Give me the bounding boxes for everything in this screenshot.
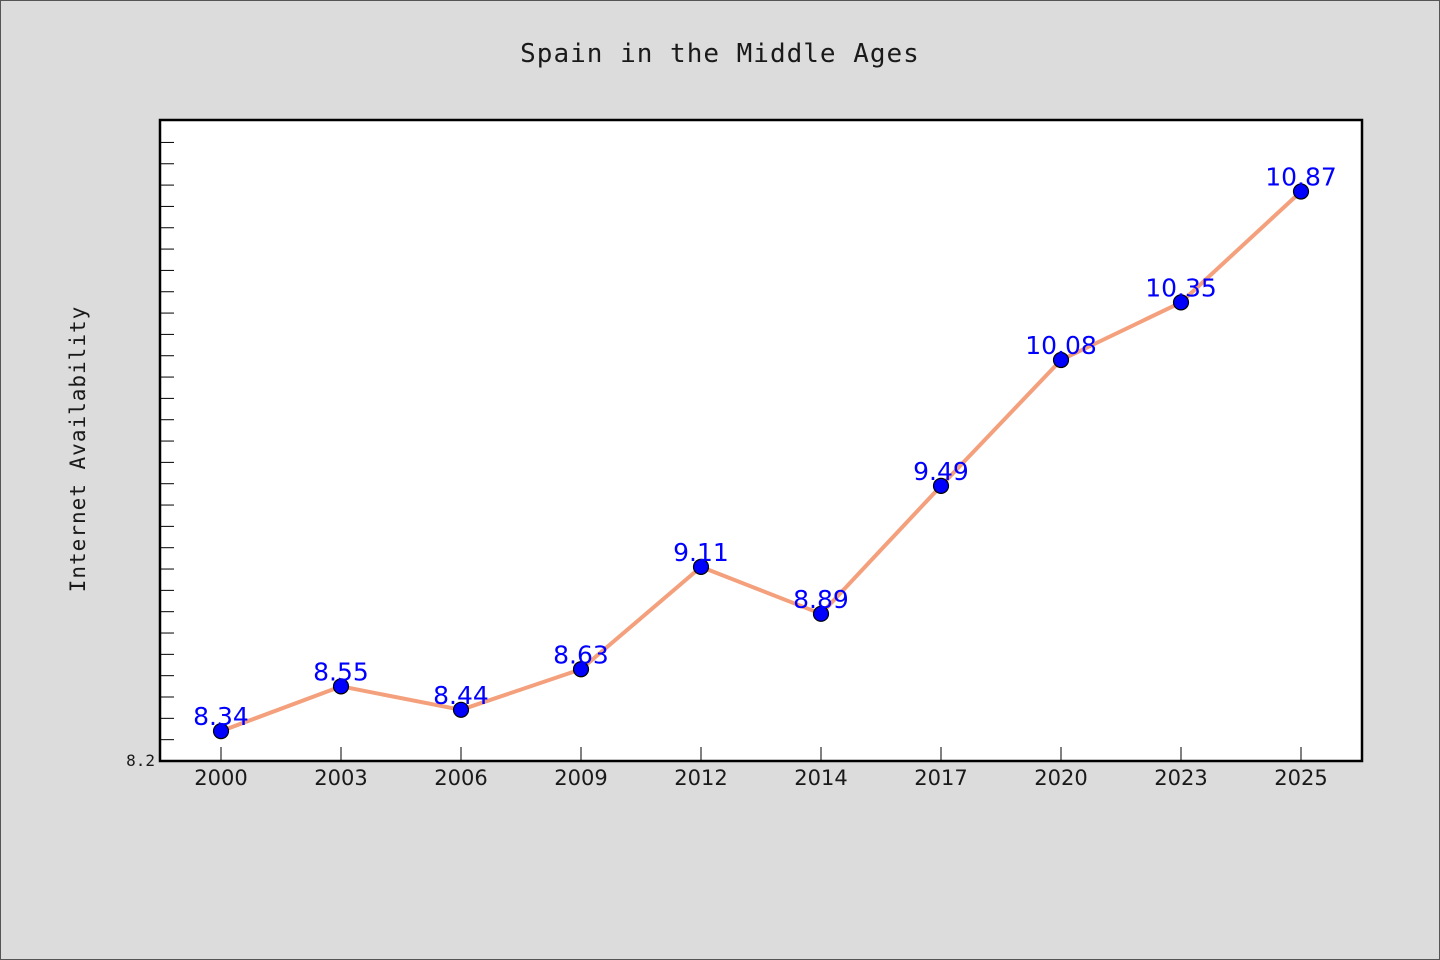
data-point [452, 701, 470, 718]
x-tick-label: 2006 [434, 766, 487, 790]
data-point [812, 605, 830, 622]
data-point [692, 558, 710, 575]
data-point [212, 723, 230, 740]
data-point [1052, 351, 1070, 369]
data-label: 9.11 [673, 538, 729, 567]
data-point [932, 477, 950, 494]
x-tick-label: 2012 [674, 766, 727, 790]
data-label: 8.55 [313, 657, 369, 686]
x-tick-label: 2009 [554, 766, 607, 790]
data-point [1172, 294, 1190, 311]
data-label: 10.35 [1145, 273, 1217, 302]
x-tick-label: 2000 [194, 766, 247, 790]
x-tick-label: 2020 [1034, 766, 1087, 790]
x-tick-label: 2014 [794, 766, 847, 790]
x-tick-label: 2025 [1274, 766, 1327, 790]
y-axis-label: Internet Availability [66, 306, 90, 593]
data-label: 8.63 [553, 640, 609, 669]
data-label: 8.89 [793, 585, 849, 614]
data-label: 8.44 [433, 681, 489, 710]
series-layer: 8.34 8.55 8.44 8.63 9.11 8.89 9.49 10.08 10.35 10… [193, 162, 1337, 740]
data-label: 10.87 [1265, 162, 1337, 191]
data-point [332, 678, 350, 695]
data-label: 8.34 [193, 702, 249, 731]
x-axis-ticks: 2000 2003 2006 2009 2012 2014 2017 2020 2023 2025 [194, 747, 1328, 790]
plot-area [158, 118, 1364, 763]
y-tick-label: 8.2 [126, 751, 155, 770]
data-point [1292, 183, 1310, 200]
x-tick-label: 2003 [314, 766, 367, 790]
data-label: 9.49 [913, 457, 969, 486]
data-point [572, 661, 590, 678]
x-tick-label: 2023 [1154, 766, 1207, 790]
x-tick-label: 2017 [914, 766, 967, 790]
series-line [220, 190, 1303, 734]
chart-title: Spain in the Middle Ages [520, 39, 920, 69]
data-label: 10.08 [1025, 331, 1097, 360]
y-axis-ticks: 8.2 [126, 141, 174, 770]
